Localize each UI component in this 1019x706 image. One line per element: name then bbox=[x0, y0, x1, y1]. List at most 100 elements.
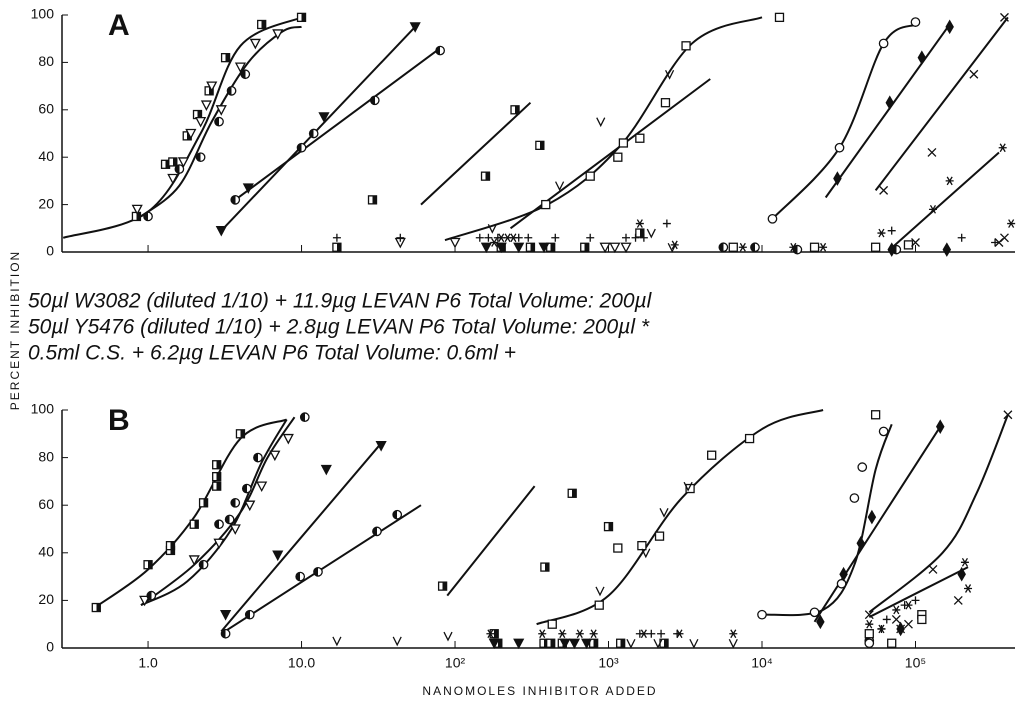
marker bbox=[540, 562, 550, 572]
marker bbox=[174, 164, 185, 174]
marker bbox=[313, 566, 323, 577]
y-tick-label: 0 bbox=[46, 639, 54, 655]
marker bbox=[635, 228, 645, 238]
marker bbox=[887, 638, 897, 648]
marker bbox=[296, 12, 307, 23]
marker bbox=[964, 584, 973, 593]
marker bbox=[622, 233, 631, 242]
fit-curve bbox=[761, 423, 893, 617]
x-tick-label: 10² bbox=[445, 655, 466, 671]
marker bbox=[449, 237, 461, 249]
marker bbox=[647, 629, 656, 638]
marker bbox=[878, 426, 889, 437]
marker bbox=[896, 624, 906, 634]
marker bbox=[927, 148, 937, 157]
marker bbox=[213, 538, 225, 550]
marker bbox=[257, 19, 267, 30]
x-tick-label: 10⁴ bbox=[751, 655, 773, 671]
marker bbox=[857, 462, 868, 472]
marker bbox=[595, 586, 605, 597]
x-tick-label: 1.0 bbox=[138, 655, 158, 671]
marker bbox=[580, 242, 590, 252]
fit-curve bbox=[824, 23, 951, 199]
marker bbox=[308, 128, 319, 139]
marker bbox=[510, 105, 520, 115]
marker bbox=[513, 242, 525, 254]
marker bbox=[139, 595, 151, 607]
marker bbox=[641, 548, 651, 559]
marker bbox=[957, 233, 966, 242]
marker bbox=[244, 500, 256, 512]
marker bbox=[589, 629, 598, 639]
marker bbox=[538, 629, 547, 639]
marker bbox=[596, 117, 606, 128]
marker bbox=[185, 128, 197, 140]
marker bbox=[567, 488, 577, 498]
marker bbox=[480, 171, 491, 181]
fit-curve bbox=[889, 151, 1000, 251]
marker bbox=[887, 242, 896, 257]
marker bbox=[320, 464, 332, 476]
marker bbox=[168, 157, 178, 167]
marker bbox=[318, 112, 330, 123]
marker bbox=[555, 181, 565, 192]
x-tick-label: 10.0 bbox=[288, 655, 315, 671]
marker bbox=[616, 638, 626, 648]
marker bbox=[1007, 219, 1016, 228]
marker bbox=[774, 12, 785, 23]
marker bbox=[789, 242, 798, 252]
marker bbox=[945, 176, 954, 186]
marker bbox=[620, 242, 632, 254]
marker bbox=[198, 559, 209, 570]
marker bbox=[809, 242, 820, 252]
marker bbox=[214, 116, 224, 127]
marker bbox=[332, 636, 342, 647]
x-tick-label: 10³ bbox=[598, 655, 619, 671]
fit-curve bbox=[446, 485, 536, 597]
marker bbox=[188, 555, 200, 566]
marker bbox=[998, 143, 1007, 153]
marker bbox=[683, 481, 693, 492]
marker bbox=[744, 433, 755, 444]
marker bbox=[486, 629, 495, 639]
marker bbox=[575, 629, 584, 639]
fit-curve bbox=[220, 442, 382, 632]
marker bbox=[212, 471, 222, 482]
marker bbox=[1000, 233, 1009, 243]
marker bbox=[200, 100, 212, 111]
marker bbox=[750, 242, 760, 253]
marker bbox=[928, 204, 937, 214]
marker bbox=[637, 541, 647, 551]
fit-curve bbox=[813, 426, 942, 623]
marker bbox=[891, 614, 901, 624]
marker bbox=[613, 543, 623, 553]
marker bbox=[272, 29, 284, 40]
marker bbox=[942, 242, 952, 257]
marker bbox=[635, 629, 644, 638]
marker bbox=[131, 204, 143, 216]
marker bbox=[892, 605, 901, 615]
marker bbox=[230, 195, 241, 205]
marker bbox=[443, 631, 453, 642]
marker bbox=[911, 596, 920, 605]
marker bbox=[856, 535, 866, 551]
marker bbox=[903, 240, 914, 250]
marker bbox=[689, 638, 699, 649]
marker bbox=[256, 481, 268, 493]
marker bbox=[295, 571, 306, 582]
marker bbox=[541, 199, 551, 210]
marker bbox=[488, 638, 500, 650]
marker bbox=[870, 242, 881, 252]
marker bbox=[513, 638, 525, 650]
fit-curve bbox=[509, 78, 711, 230]
marker bbox=[220, 628, 231, 639]
marker bbox=[487, 224, 497, 234]
marker bbox=[568, 638, 581, 650]
marker bbox=[673, 629, 682, 638]
marker bbox=[960, 557, 969, 567]
marker bbox=[224, 514, 235, 525]
marker bbox=[594, 600, 604, 610]
marker bbox=[757, 609, 767, 620]
marker bbox=[1003, 410, 1013, 420]
marker bbox=[707, 450, 717, 460]
